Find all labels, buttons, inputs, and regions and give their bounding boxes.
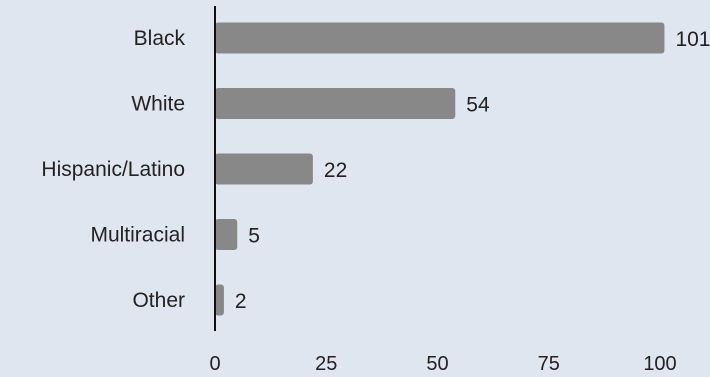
bar-white bbox=[215, 88, 456, 119]
x-tick-label: 100 bbox=[643, 353, 676, 375]
x-tick-label: 25 bbox=[315, 353, 337, 375]
x-tick-label: 75 bbox=[538, 353, 560, 375]
x-axis-tick-labels: 0 25 50 75 100 bbox=[209, 353, 676, 375]
value-label-black: 101 bbox=[675, 28, 710, 51]
x-tick-label: 50 bbox=[426, 353, 448, 375]
bar-hispanic-latino bbox=[215, 153, 313, 185]
bar-other bbox=[215, 284, 224, 316]
category-label-black: Black bbox=[134, 27, 186, 50]
category-label-multiracial: Multiracial bbox=[90, 224, 185, 247]
x-tick-label: 0 bbox=[209, 353, 220, 375]
value-label-other: 2 bbox=[235, 290, 247, 313]
value-label-hispanic-latino: 22 bbox=[324, 159, 347, 182]
value-label-multiracial: 5 bbox=[248, 225, 260, 248]
bars-group bbox=[215, 22, 665, 316]
category-label-hispanic-latino: Hispanic/Latino bbox=[41, 158, 185, 181]
category-label-other: Other bbox=[132, 289, 185, 312]
category-labels: Black White Hispanic/Latino Multiracial Othe… bbox=[41, 27, 185, 312]
category-label-white: White bbox=[131, 93, 185, 116]
value-label-white: 54 bbox=[466, 94, 490, 117]
bar-multiracial bbox=[215, 219, 238, 250]
bar-black bbox=[215, 22, 665, 54]
value-labels: 101 54 22 5 2 bbox=[235, 28, 710, 313]
